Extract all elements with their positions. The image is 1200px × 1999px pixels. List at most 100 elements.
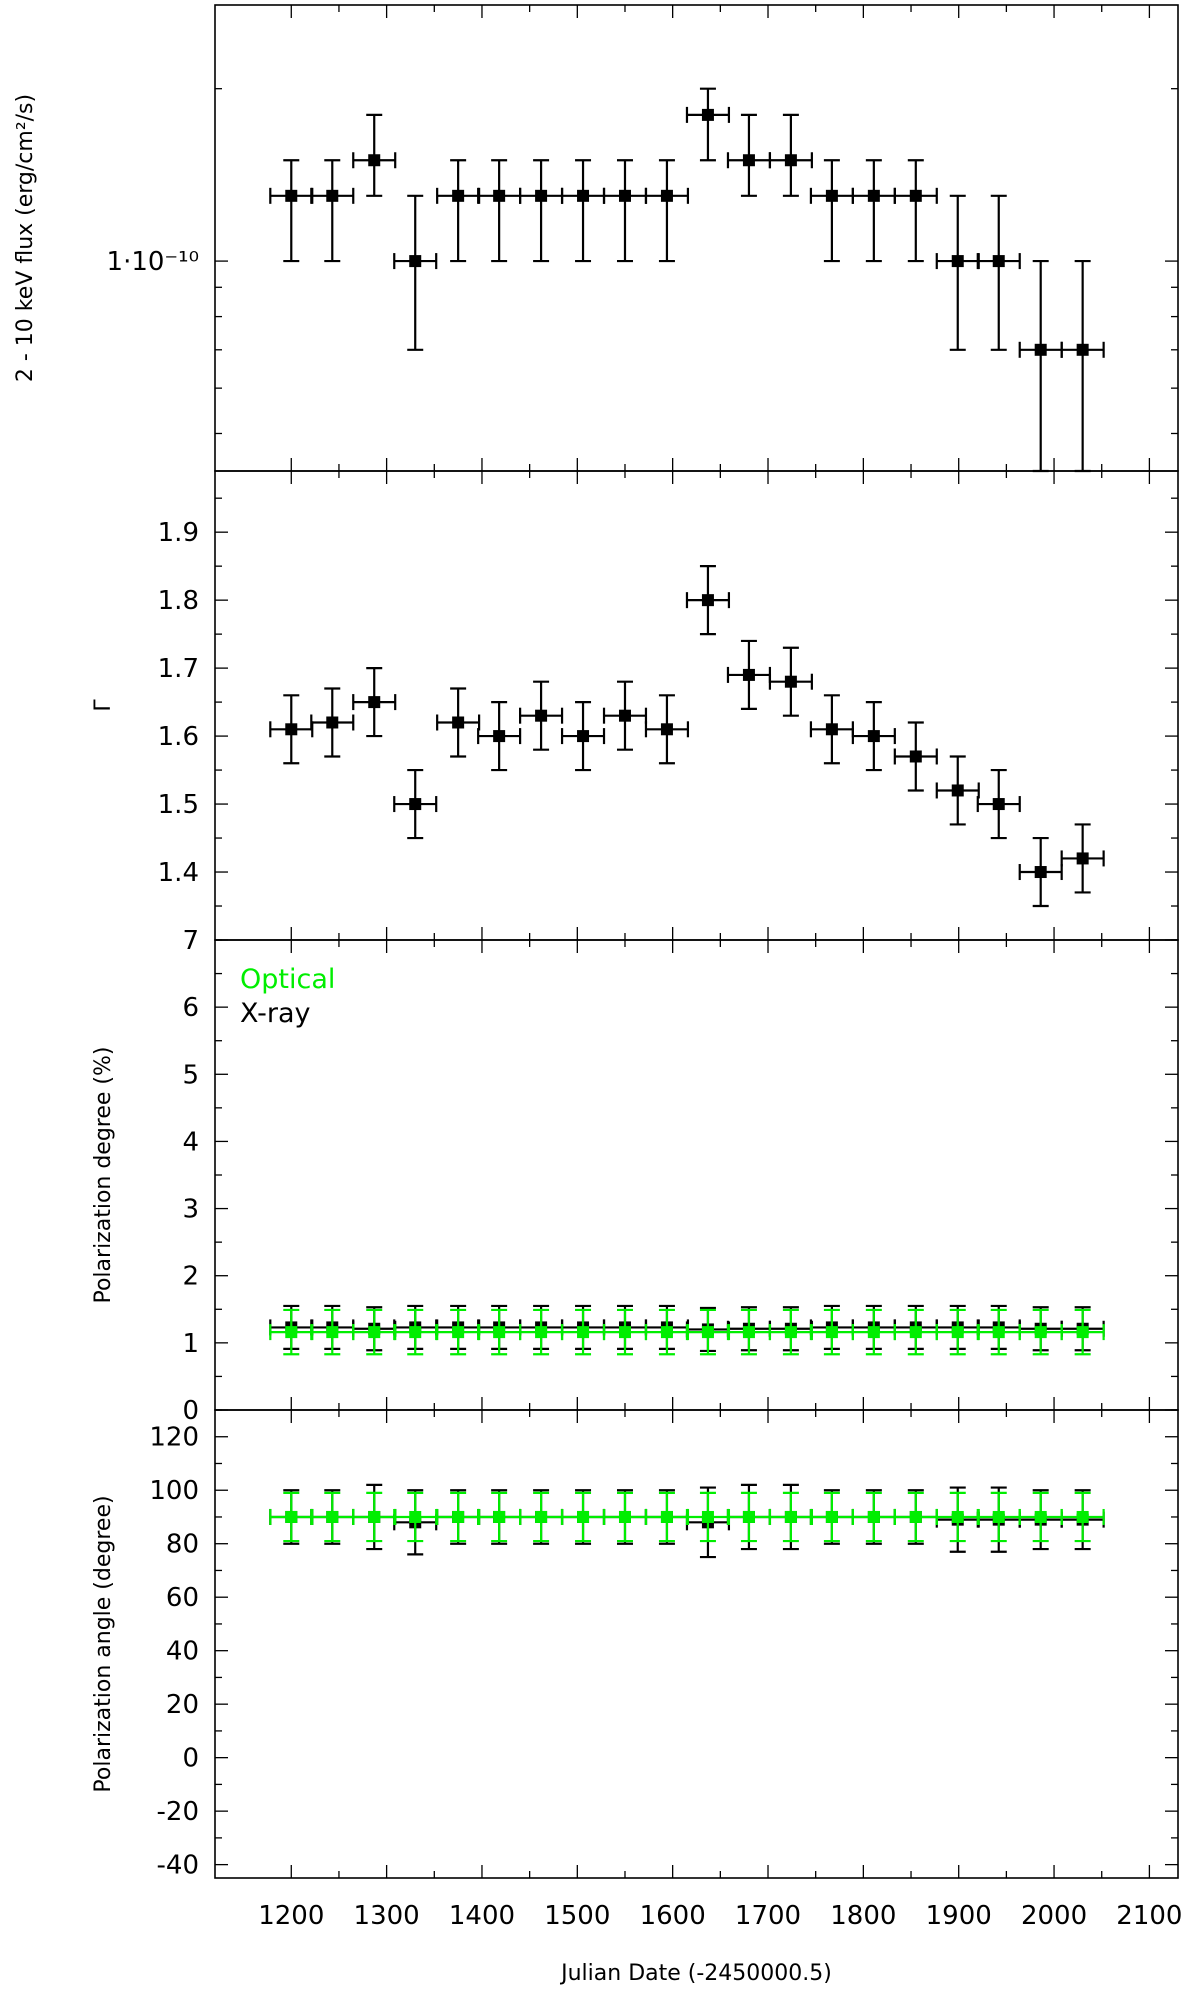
data-point <box>909 1510 922 1523</box>
data-point <box>493 1326 506 1339</box>
x-tick-label: 1700 <box>735 1901 801 1931</box>
y-tick-label: 100 <box>149 1476 199 1506</box>
data-point <box>452 1326 465 1339</box>
data-point <box>285 189 298 202</box>
data-point <box>660 189 673 202</box>
y-axis-title: Γ <box>91 699 116 712</box>
data-point <box>409 255 422 268</box>
y-tick-label: 1.6 <box>158 722 199 752</box>
data-point <box>825 1326 838 1339</box>
data-point <box>867 189 880 202</box>
data-point <box>867 1326 880 1339</box>
legend-entry: Optical <box>240 964 335 995</box>
data-point <box>909 1326 922 1339</box>
data-point <box>577 189 590 202</box>
data-point <box>701 1510 714 1523</box>
data-point <box>701 594 714 607</box>
data-point <box>493 1510 506 1523</box>
data-point <box>1034 343 1047 356</box>
x-tick-label: 1600 <box>640 1901 706 1931</box>
y-tick-label: 0 <box>182 1744 199 1774</box>
data-point <box>1076 343 1089 356</box>
data-point <box>535 709 548 722</box>
plot-frame <box>214 939 1179 1411</box>
y-tick-label: 3 <box>182 1195 199 1225</box>
data-point <box>285 1510 298 1523</box>
panel-poldeg: 0 1 2 3 4 5 6 7 Polarization degree (%) OpticalX-… <box>91 926 1179 1426</box>
data-point <box>660 1326 673 1339</box>
data-point <box>660 1510 673 1523</box>
y-tick-label: 1·10⁻¹⁰ <box>107 247 199 277</box>
data-point <box>493 730 506 743</box>
data-point <box>1034 866 1047 879</box>
data-point <box>493 189 506 202</box>
x-tick-label: 2000 <box>1021 1901 1087 1931</box>
plot-frame <box>214 1409 1179 1879</box>
data-point <box>701 1326 714 1339</box>
y-tick-label: 7 <box>182 926 199 956</box>
data-point <box>909 189 922 202</box>
y-tick-label: 1.5 <box>158 790 199 820</box>
data-point <box>618 189 631 202</box>
data-point <box>535 1326 548 1339</box>
data-point <box>992 1510 1005 1523</box>
x-tick-label: 1400 <box>449 1901 515 1931</box>
x-tick-label: 1800 <box>830 1901 896 1931</box>
data-point <box>618 1326 631 1339</box>
y-tick-label: 4 <box>182 1127 199 1157</box>
data-point <box>992 1326 1005 1339</box>
data-point <box>992 798 1005 811</box>
data-point <box>577 1326 590 1339</box>
data-point <box>535 1510 548 1523</box>
y-tick-label: 20 <box>166 1690 199 1720</box>
x-tick-label: 1900 <box>926 1901 992 1931</box>
data-point <box>1076 852 1089 865</box>
plot-frame <box>214 4 1179 472</box>
data-point <box>909 750 922 763</box>
data-point <box>867 730 880 743</box>
legend-entry: X-ray <box>240 998 311 1029</box>
data-point <box>784 1326 797 1339</box>
y-tick-label: 40 <box>166 1637 199 1667</box>
x-tick-label: 1500 <box>544 1901 610 1931</box>
y-tick-label: 120 <box>149 1423 199 1453</box>
plot-frame <box>214 470 1179 941</box>
data-point <box>577 1510 590 1523</box>
data-point <box>452 716 465 729</box>
data-point <box>452 1510 465 1523</box>
data-point <box>742 1510 755 1523</box>
data-point <box>285 723 298 736</box>
data-point <box>825 189 838 202</box>
y-tick-label: 0 <box>182 1396 199 1426</box>
y-tick-label: 5 <box>182 1060 199 1090</box>
data-point <box>409 1510 422 1523</box>
x-tick-label: 2100 <box>1116 1901 1182 1931</box>
data-point <box>742 668 755 681</box>
data-point <box>368 154 381 167</box>
series-optical <box>269 1491 1105 1543</box>
data-point <box>326 1510 339 1523</box>
data-point <box>825 723 838 736</box>
data-point <box>1034 1326 1047 1339</box>
series-data <box>269 565 1105 908</box>
data-point <box>742 154 755 167</box>
data-point <box>867 1510 880 1523</box>
data-point <box>825 1510 838 1523</box>
data-point <box>784 154 797 167</box>
data-point <box>326 1326 339 1339</box>
y-tick-label: 80 <box>166 1530 199 1560</box>
panel-polang: -40 -20 0 20 40 60 80 100 120 Polarization angle … <box>91 1409 1182 1986</box>
series-optical <box>269 1308 1105 1356</box>
data-point <box>618 1510 631 1523</box>
data-point <box>368 1326 381 1339</box>
panel-index: 1.4 1.5 1.6 1.7 1.8 1.9 Γ <box>91 470 1179 941</box>
data-point <box>951 255 964 268</box>
data-point <box>951 1510 964 1523</box>
data-point <box>368 696 381 709</box>
data-point <box>326 716 339 729</box>
data-point <box>660 723 673 736</box>
data-point <box>701 108 714 121</box>
data-point <box>784 1510 797 1523</box>
y-tick-label: 1.4 <box>158 858 199 888</box>
